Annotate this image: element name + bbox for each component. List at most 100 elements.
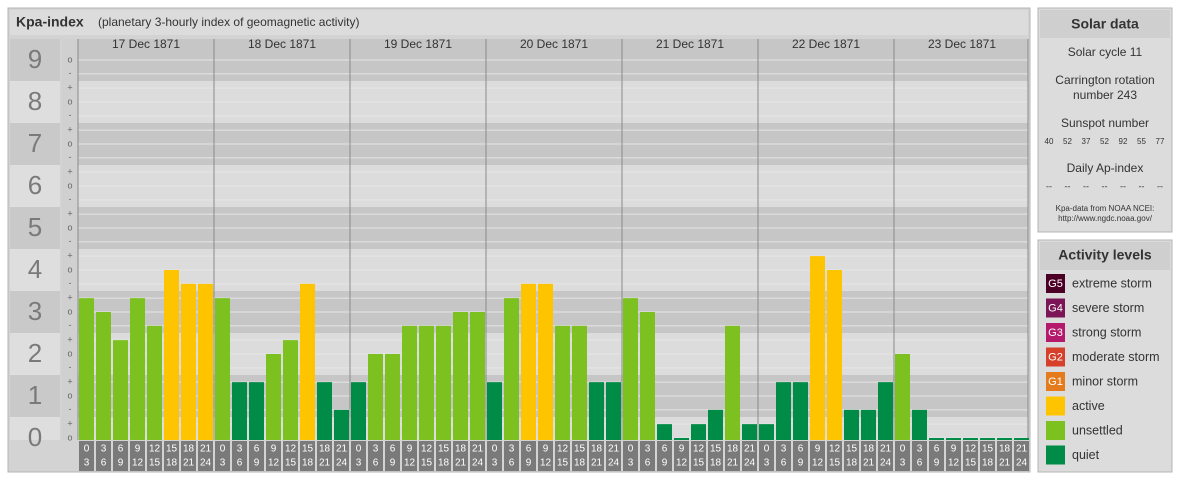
minor-tick-label: - [69,152,72,162]
bar [96,312,111,440]
x-tick-label: 21 [200,444,212,455]
bar [215,298,230,440]
bar [453,312,468,440]
y-tick-label: 9 [28,44,42,74]
hour-box [691,441,706,471]
minor-tick-label: o [67,138,72,148]
bar [776,382,791,440]
hour-box [844,441,859,471]
minor-tick-label: + [67,251,72,261]
bar [555,325,570,440]
x-tick-label: 9 [934,458,940,469]
x-tick-label: 6 [645,458,651,469]
hour-box [674,441,689,471]
minor-tick-label: - [69,278,72,288]
x-tick-label: 21 [472,444,484,455]
legend-label: active [1072,399,1105,413]
solar-cycle: Solar cycle 11 [1068,45,1143,59]
x-tick-label: 9 [407,444,413,455]
bar [283,340,298,440]
x-tick-label: 6 [781,458,787,469]
x-tick-label: 9 [951,444,957,455]
minor-tick-label: + [67,83,72,93]
x-tick-label: 15 [421,458,433,469]
x-tick-label: 12 [812,458,824,469]
bar [164,270,179,440]
minor-tick-label: o [67,264,72,274]
day-label: 23 Dec 1871 [928,37,996,51]
x-tick-label: 15 [438,444,450,455]
hour-box [521,441,536,471]
hour-box [504,441,519,471]
hour-box [895,441,910,471]
minor-tick-label: + [67,419,72,429]
legend-badge: G1 [1048,376,1063,388]
x-tick-label: 12 [557,444,569,455]
legend-swatch [1046,372,1065,391]
hour-box [419,441,434,471]
hour-box [113,441,128,471]
y-tick-label: 1 [28,380,42,410]
solar-title: Solar data [1071,16,1139,32]
x-tick-label: 0 [492,444,498,455]
x-tick-label: 21 [999,458,1011,469]
x-tick-label: 18 [710,458,722,469]
x-tick-label: 18 [455,444,467,455]
hour-box [130,441,145,471]
bar [266,354,281,440]
hour-box [963,441,978,471]
x-tick-label: 15 [693,458,705,469]
ap-value: -- [1065,181,1071,191]
y-tick-label: 7 [28,128,42,158]
sunspot-number: 55 [1137,137,1146,146]
legend-badge: G5 [1048,278,1063,290]
label-band [10,39,60,81]
bar [232,382,247,440]
x-tick-label: 21 [863,458,875,469]
legend-swatch [1046,323,1065,342]
x-tick-label: 21 [591,458,603,469]
label-band [10,165,60,207]
x-tick-label: 0 [220,444,226,455]
label-band [10,81,60,123]
x-tick-label: 9 [526,458,532,469]
bar [113,340,128,440]
bar [147,325,162,440]
hour-box [623,441,638,471]
minor-tick-label: - [69,194,72,204]
y-tick-label: 6 [28,170,42,200]
legend-badge: G3 [1048,327,1063,339]
hour-box [232,441,247,471]
x-tick-label: 12 [540,458,552,469]
x-tick-label: 3 [509,444,515,455]
minor-tick-label: - [69,68,72,78]
x-tick-label: 9 [815,444,821,455]
ap-value: -- [1139,181,1145,191]
hour-box [470,441,485,471]
hour-box [402,441,417,471]
x-tick-label: 9 [543,444,549,455]
y-tick-label: 3 [28,296,42,326]
hour-box [147,441,162,471]
hour-box [317,441,332,471]
x-tick-label: 24 [880,458,892,469]
x-tick-label: 9 [135,444,141,455]
title-bar [10,10,1028,35]
bar [606,382,621,440]
x-tick-label: 21 [455,458,467,469]
hour-box [708,441,723,471]
hour-box [181,441,196,471]
minor-column [62,39,77,440]
x-tick-label: 12 [965,444,977,455]
minor-tick-label: - [69,236,72,246]
rotation: Carrington rotation [1055,73,1154,87]
hour-box [878,441,893,471]
bar [912,409,927,440]
minor-tick-label: o [67,306,72,316]
label-band [10,375,60,417]
bar [130,298,145,440]
bar [623,298,638,440]
hour-box [946,441,961,471]
